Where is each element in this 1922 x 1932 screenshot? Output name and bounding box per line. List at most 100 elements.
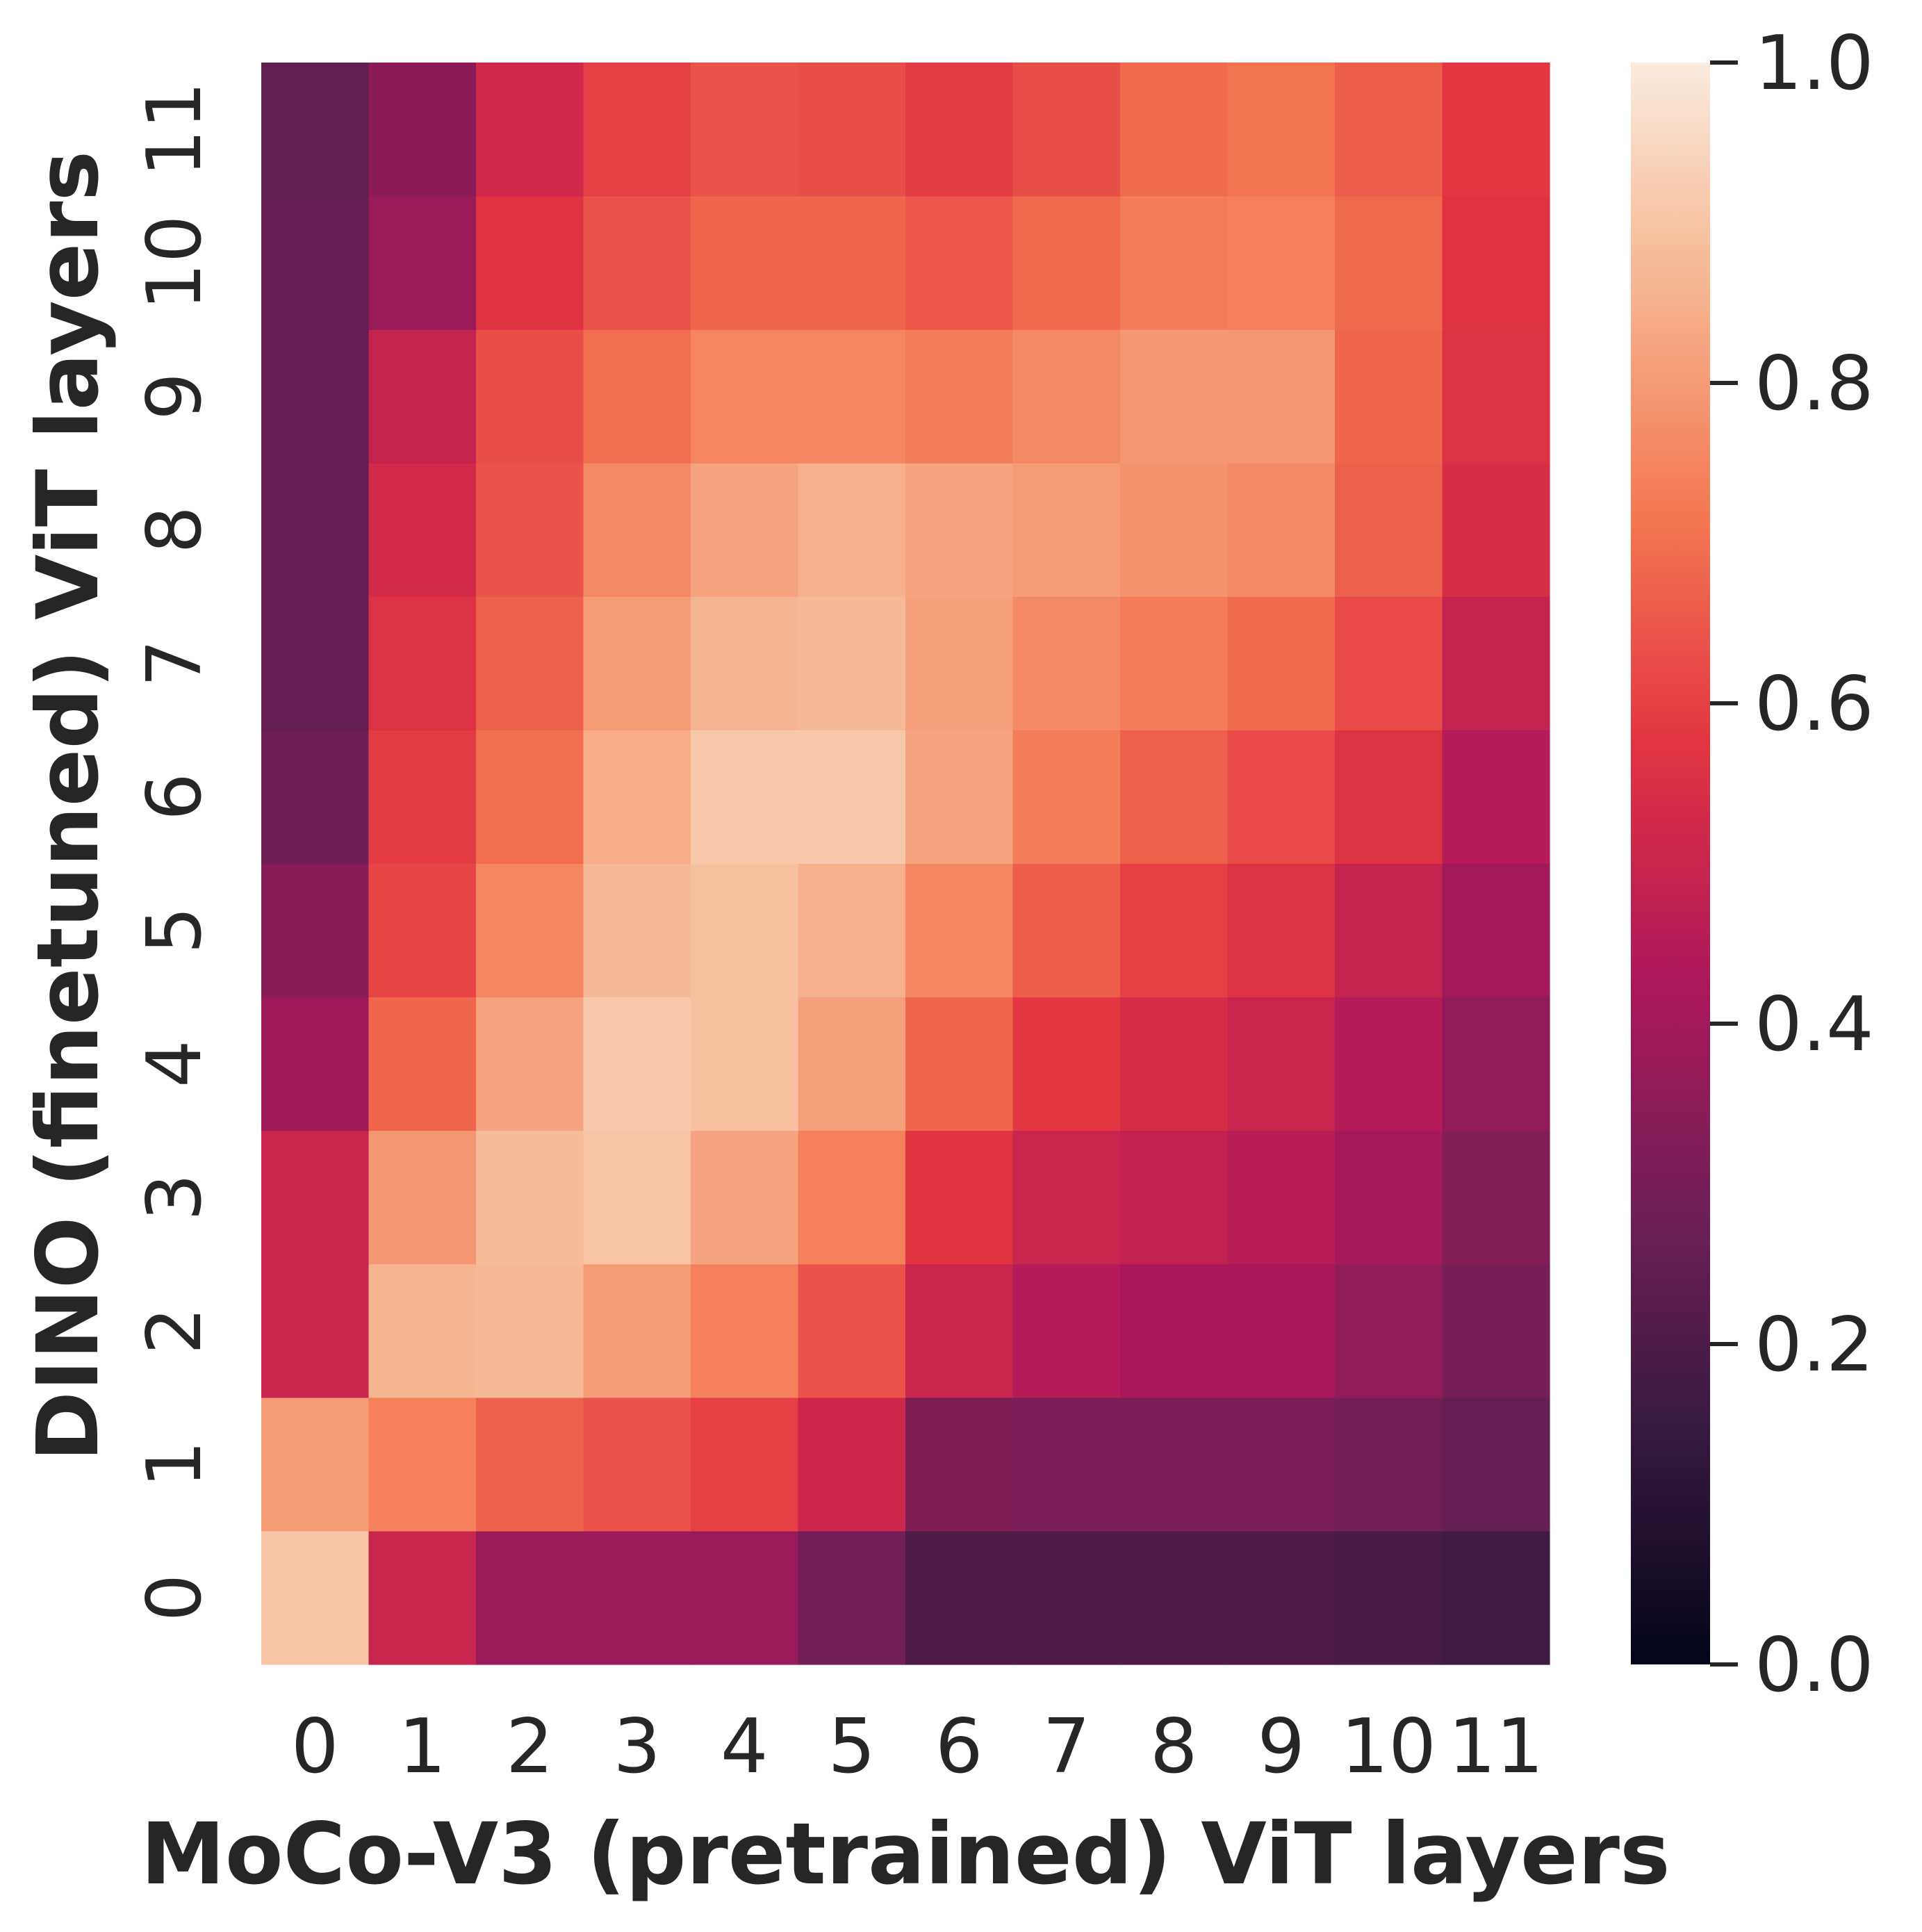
heatmap-cell-y10-x3 xyxy=(583,196,691,330)
heatmap-cell-y3-x11 xyxy=(1442,1130,1550,1265)
y-axis-title: DINO (finetuned) ViT layers xyxy=(19,151,117,1462)
heatmap-cell-y5-x8 xyxy=(1120,863,1229,998)
heatmap-cell-y11-x4 xyxy=(691,63,799,197)
heatmap-cell-y8-x11 xyxy=(1442,463,1550,597)
y-tick-label: 1 xyxy=(131,1441,218,1489)
heatmap-cell-y8-x3 xyxy=(583,463,691,597)
x-tick-label: 1 xyxy=(398,1703,446,1790)
heatmap-cell-y4-x2 xyxy=(476,997,584,1131)
y-tick-label: 5 xyxy=(131,906,218,954)
heatmap-cell-y6-x11 xyxy=(1442,730,1550,865)
y-tick-label: 0 xyxy=(131,1574,218,1622)
heatmap-cell-y5-x11 xyxy=(1442,863,1550,998)
heatmap-cell-y2-x2 xyxy=(476,1263,584,1398)
y-tick-label: 9 xyxy=(131,373,218,420)
heatmap-cell-y0-x1 xyxy=(368,1530,477,1665)
heatmap-cell-y9-x3 xyxy=(583,329,691,464)
heatmap-cell-y11-x6 xyxy=(905,63,1014,197)
heatmap-cell-y10-x1 xyxy=(368,196,477,330)
x-tick-label: 5 xyxy=(828,1703,876,1790)
heatmap-cell-y11-x10 xyxy=(1335,63,1443,197)
heatmap-cell-y6-x10 xyxy=(1335,730,1443,865)
heatmap-cell-y4-x7 xyxy=(1012,997,1121,1131)
heatmap-cell-y11-x1 xyxy=(368,63,477,197)
heatmap-cell-y6-x7 xyxy=(1012,730,1121,865)
heatmap-cell-y0-x4 xyxy=(691,1530,799,1665)
heatmap-cell-y10-x6 xyxy=(905,196,1014,330)
x-tick-label: 9 xyxy=(1257,1703,1305,1790)
heatmap-cell-y2-x6 xyxy=(905,1263,1014,1398)
heatmap-cell-y0-x2 xyxy=(476,1530,584,1665)
heatmap-cell-y10-x0 xyxy=(261,196,370,330)
heatmap-cell-y8-x0 xyxy=(261,463,370,597)
heatmap-cell-y3-x7 xyxy=(1012,1130,1121,1265)
x-tick-label: 3 xyxy=(613,1703,661,1790)
heatmap-cell-y5-x7 xyxy=(1012,863,1121,998)
colorbar-tick-label: 0.0 xyxy=(1755,1622,1874,1709)
colorbar-tick-label: 0.4 xyxy=(1755,981,1874,1068)
heatmap-cell-y3-x4 xyxy=(691,1130,799,1265)
heatmap-cell-y10-x7 xyxy=(1012,196,1121,330)
heatmap-cell-y8-x10 xyxy=(1335,463,1443,597)
heatmap-cell-y7-x6 xyxy=(905,596,1014,731)
heatmap-cell-y1-x9 xyxy=(1227,1397,1336,1532)
heatmap-cell-y2-x9 xyxy=(1227,1263,1336,1398)
heatmap-cell-y8-x5 xyxy=(798,463,906,597)
heatmap-cell-y2-x11 xyxy=(1442,1263,1550,1398)
heatmap-cell-y9-x0 xyxy=(261,329,370,464)
heatmap-cell-y7-x8 xyxy=(1120,596,1229,731)
heatmap-cell-y1-x1 xyxy=(368,1397,477,1532)
heatmap-cell-y3-x8 xyxy=(1120,1130,1229,1265)
heatmap-cell-y3-x3 xyxy=(583,1130,691,1265)
heatmap-cell-y9-x7 xyxy=(1012,329,1121,464)
heatmap-cell-y11-x11 xyxy=(1442,63,1550,197)
heatmap-cell-y11-x0 xyxy=(261,63,370,197)
heatmap-cell-y1-x8 xyxy=(1120,1397,1229,1532)
heatmap-cell-y6-x9 xyxy=(1227,730,1336,865)
heatmap-cell-y1-x7 xyxy=(1012,1397,1121,1532)
heatmap-cell-y5-x5 xyxy=(798,863,906,998)
heatmap-cell-y6-x5 xyxy=(798,730,906,865)
y-tick-label: 6 xyxy=(131,773,218,821)
heatmap-cell-y7-x11 xyxy=(1442,596,1550,731)
heatmap-cell-y9-x9 xyxy=(1227,329,1336,464)
heatmap-cell-y0-x11 xyxy=(1442,1530,1550,1665)
heatmap-cell-y1-x11 xyxy=(1442,1397,1550,1532)
heatmap-cell-y0-x10 xyxy=(1335,1530,1443,1665)
heatmap-cell-y5-x2 xyxy=(476,863,584,998)
heatmap-cell-y10-x5 xyxy=(798,196,906,330)
y-tick-label: 3 xyxy=(131,1173,218,1221)
heatmap-cell-y11-x8 xyxy=(1120,63,1229,197)
colorbar: 0.0 0.2 0.4 0.6 0.8 1.0 xyxy=(1631,20,1874,1709)
heatmap-cell-y4-x3 xyxy=(583,997,691,1131)
colorbar-tick-label: 1.0 xyxy=(1755,20,1874,107)
heatmap-cell-y2-x7 xyxy=(1012,1263,1121,1398)
heatmap-cell-y11-x2 xyxy=(476,63,584,197)
heatmap-cell-y0-x5 xyxy=(798,1530,906,1665)
heatmap-cell-y7-x0 xyxy=(261,596,370,731)
heatmap-cell-y9-x10 xyxy=(1335,329,1443,464)
y-tick-label: 11 xyxy=(131,81,218,177)
heatmap-cell-y2-x4 xyxy=(691,1263,799,1398)
x-tick-label: 2 xyxy=(506,1703,554,1790)
heatmap-cell-y0-x7 xyxy=(1012,1530,1121,1665)
colorbar-tick-label: 0.6 xyxy=(1755,661,1874,748)
heatmap-cell-y3-x2 xyxy=(476,1130,584,1265)
heatmap-cell-y4-x5 xyxy=(798,997,906,1131)
heatmap-cell-y8-x6 xyxy=(905,463,1014,597)
heatmap-cell-y6-x1 xyxy=(368,730,477,865)
x-tick-labels: 0 1 2 3 4 5 6 7 8 9 10 11 xyxy=(291,1703,1544,1790)
heatmap-cell-y5-x3 xyxy=(583,863,691,998)
heatmap-cell-y6-x4 xyxy=(691,730,799,865)
y-tick-labels: 0 1 2 3 4 5 6 7 8 9 10 11 xyxy=(131,81,218,1621)
heatmap-cell-y9-x6 xyxy=(905,329,1014,464)
x-axis-title: MoCo-V3 (pretrained) ViT layers xyxy=(140,1805,1670,1904)
heatmap-cell-y9-x2 xyxy=(476,329,584,464)
heatmap-cell-y4-x8 xyxy=(1120,997,1229,1131)
x-tick-label: 8 xyxy=(1150,1703,1198,1790)
heatmap-cell-y8-x8 xyxy=(1120,463,1229,597)
x-tick-label: 6 xyxy=(935,1703,983,1790)
heatmap-cell-y1-x6 xyxy=(905,1397,1014,1532)
heatmap-cell-y7-x2 xyxy=(476,596,584,731)
